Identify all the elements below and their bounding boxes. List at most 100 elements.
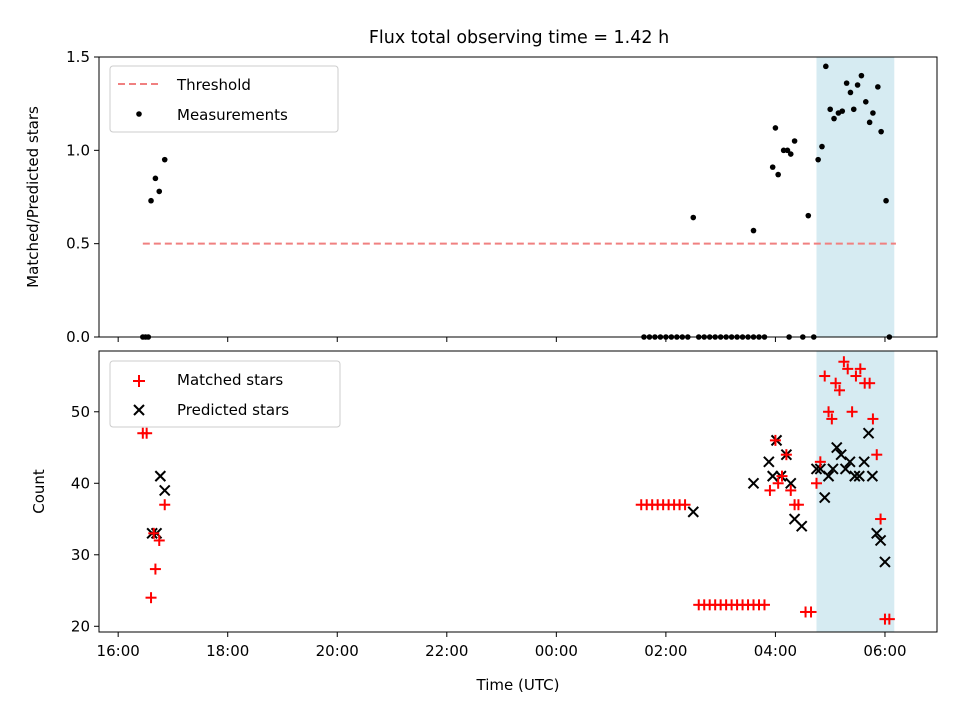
measurement-point [815,156,821,163]
top-y-axis: 0.0 0.5 1.0 1.5 [66,48,99,346]
matched-legend-label: Matched stars [177,371,283,389]
top-y-tick-label: 1.5 [66,48,90,66]
predicted-star-point [879,556,891,568]
measurement-point [831,115,837,122]
predicted-star-point [796,520,808,532]
bottom-x-tick-label: 00:00 [535,642,578,660]
measurement-point [850,106,857,113]
measurement-point [823,63,829,70]
measurement-point [152,175,159,182]
bottom-panel: 20 30 40 50 16:00 18:00 20:00 22:00 00:00 02:00 0… [30,350,938,694]
matched-star-point [867,413,879,425]
measurement-point [156,188,163,195]
bottom-x-tick-label: 04:00 [754,642,797,660]
predicted-star-point [785,477,797,489]
measurement-point [787,151,794,157]
bottom-y-tick-label: 50 [71,403,90,421]
matched-star-point [834,384,846,396]
measurements-legend-swatch [136,111,142,117]
predicted-star-point [154,470,167,482]
matched-star-point [811,477,823,489]
predicted-star-point [862,427,875,439]
bottom-x-tick-label: 02:00 [644,642,687,660]
bottom-x-tick-label: 16:00 [97,642,140,660]
measurement-point [866,119,873,126]
measurement-point [791,138,798,144]
predicted-star-point [763,456,775,468]
matched-star-point [764,484,776,496]
predicted-star-point [839,463,852,475]
matched-star-point [854,363,866,375]
matched-star-point [871,449,883,461]
measurement-point [769,164,776,170]
matched-star-point [823,406,835,418]
bottom-x-tick-label: 22:00 [425,642,468,660]
predicted-star-point [866,470,879,482]
bottom-x-tick-label: 20:00 [316,642,359,660]
measurement-point [780,147,787,154]
matched-star-point [153,534,165,546]
predicted-star-point [835,448,847,461]
top-y-tick-label: 1.0 [66,141,90,159]
matched-star-point [758,599,770,611]
measurement-point [827,106,833,113]
matched-star-point [141,427,153,439]
measurement-point [870,110,876,116]
bottom-legend: Matched stars Predicted stars [109,360,341,428]
measurement-point [161,156,168,163]
predicted-star-point [831,441,843,454]
matched-star-point [792,499,804,511]
matched-star-point [864,377,876,389]
matched-star-point [838,356,850,368]
matched-star-point [805,606,817,618]
measurement-point [750,227,757,234]
measurement-point [772,125,779,131]
chart-title: Flux total observing time = 1.42 h [369,28,669,48]
threshold-legend-label: Threshold [176,76,251,94]
matched-star-point [850,370,862,382]
top-legend: Threshold Measurements [109,65,339,133]
matched-star-point [769,434,781,446]
matched-star-point [780,449,792,461]
measurement-point [858,72,865,79]
matched-star-point [883,613,895,625]
predicted-legend-swatch [133,404,145,416]
predicted-star-point [871,527,883,540]
matched-star-point [772,477,784,489]
top-legend-box [109,65,339,133]
top-highlight-region [816,57,895,337]
matched-star-point [776,470,788,482]
matched-star-point [149,563,161,575]
measurement-point [854,82,861,88]
predicted-star-point [849,470,861,482]
predicted-star-point [766,470,779,482]
matched-star-point [846,406,858,418]
matched-star-point [819,370,831,382]
predicted-star-point [827,463,839,475]
bottom-highlight-region [816,351,895,632]
measurement-point [862,99,869,105]
measurement-point [839,108,846,114]
predicted-star-point [687,506,699,518]
top-y-tick-label: 0.5 [66,235,90,253]
predicted-star-point [747,477,760,489]
matched-star-point [814,456,826,468]
matched-star-point [785,484,797,496]
matched-star-point [159,499,171,511]
measurement-point [847,89,854,96]
bottom-y-tick-label: 20 [71,617,90,635]
bottom-x-tick-label: 06:00 [863,642,906,660]
measurements-legend-label: Measurements [177,106,288,124]
bottom-x-axis: 16:00 18:00 20:00 22:00 00:00 02:00 04:00 06:00 [97,632,907,660]
measurement-point [148,197,154,204]
predicted-star-point [853,470,865,482]
matched-stars-series [137,356,895,625]
top-x-axis [117,337,886,342]
matched-star-point [679,499,691,511]
bottom-legend-box [109,360,341,428]
bottom-x-tick-label: 18:00 [206,642,249,660]
top-panel: 0.0 0.5 1.0 1.5 Matched/Predicted stars Thr… [24,48,938,346]
predicted-star-point [858,456,870,468]
bottom-y-tick-label: 30 [71,546,90,564]
